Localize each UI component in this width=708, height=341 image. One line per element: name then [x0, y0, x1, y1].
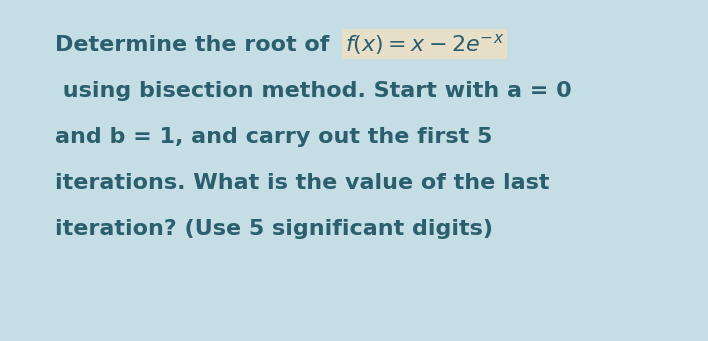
Text: using bisection method. Start with a = 0: using bisection method. Start with a = 0 [55, 81, 572, 101]
Text: iterations. What is the value of the last: iterations. What is the value of the las… [55, 173, 549, 193]
Text: and b = 1, and carry out the first 5: and b = 1, and carry out the first 5 [55, 127, 492, 147]
Text: Determine the root of: Determine the root of [55, 35, 345, 55]
Text: $f(x) = x - 2e^{-x}$: $f(x) = x - 2e^{-x}$ [345, 32, 504, 57]
Text: iteration? (Use 5 significant digits): iteration? (Use 5 significant digits) [55, 219, 493, 239]
